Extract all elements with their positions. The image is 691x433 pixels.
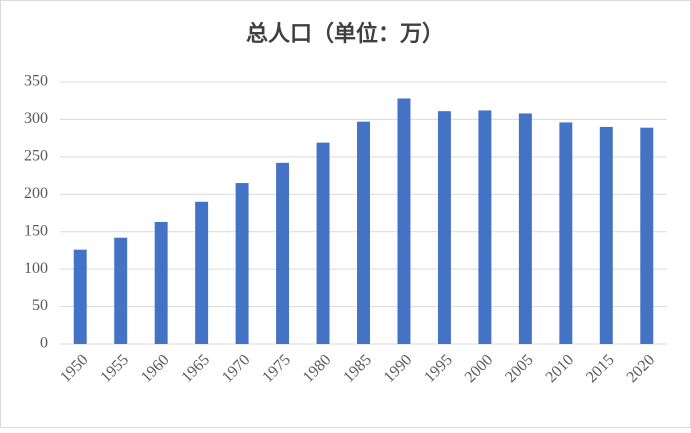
bar	[518, 113, 532, 344]
y-tick-label: 150	[24, 222, 48, 239]
y-tick-label: 50	[32, 297, 48, 314]
y-tick-label: 100	[24, 260, 48, 277]
bar	[478, 110, 492, 345]
bar	[316, 142, 330, 344]
bar	[276, 162, 290, 344]
bar	[640, 127, 654, 344]
bar	[114, 237, 128, 344]
bar	[154, 221, 168, 344]
bar	[235, 183, 249, 344]
bar	[397, 98, 411, 345]
y-tick-label: 250	[24, 148, 48, 165]
chart-title: 总人口（单位：万）	[246, 21, 444, 46]
y-tick-label: 300	[24, 110, 48, 127]
bar	[437, 111, 451, 345]
bar	[357, 121, 370, 344]
bar	[195, 201, 209, 344]
bar	[599, 126, 613, 345]
bar	[559, 122, 573, 345]
bar	[73, 249, 87, 344]
y-tick-label: 200	[24, 185, 48, 202]
y-tick-label: 0	[40, 335, 48, 352]
y-tick-label: 350	[24, 73, 48, 90]
